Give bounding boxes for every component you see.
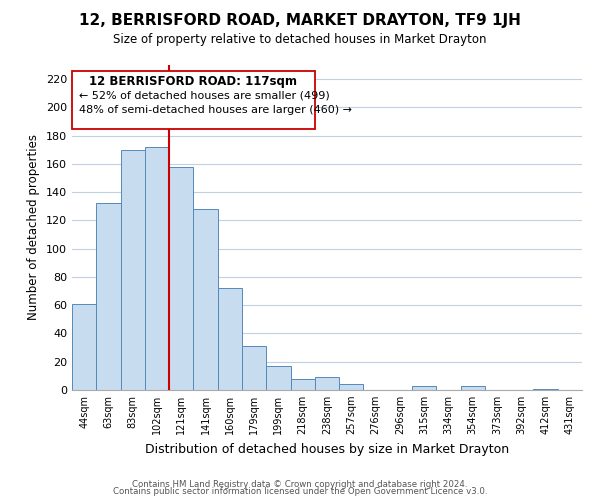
Y-axis label: Number of detached properties: Number of detached properties [28,134,40,320]
X-axis label: Distribution of detached houses by size in Market Drayton: Distribution of detached houses by size … [145,442,509,456]
Bar [218,288,242,390]
Bar [72,304,96,390]
Bar [533,388,558,390]
Text: 12, BERRISFORD ROAD, MARKET DRAYTON, TF9 1JH: 12, BERRISFORD ROAD, MARKET DRAYTON, TF9… [79,12,521,28]
Text: Contains public sector information licensed under the Open Government Licence v3: Contains public sector information licen… [113,487,487,496]
Bar [96,204,121,390]
Text: Contains HM Land Registry data © Crown copyright and database right 2024.: Contains HM Land Registry data © Crown c… [132,480,468,489]
Bar [461,386,485,390]
Bar [121,150,145,390]
Text: Size of property relative to detached houses in Market Drayton: Size of property relative to detached ho… [113,32,487,46]
Text: 12 BERRISFORD ROAD: 117sqm: 12 BERRISFORD ROAD: 117sqm [89,75,298,88]
Bar [193,209,218,390]
Bar [290,378,315,390]
Text: 48% of semi-detached houses are larger (460) →: 48% of semi-detached houses are larger (… [79,104,352,115]
Bar [145,147,169,390]
Bar [412,386,436,390]
Bar [315,378,339,390]
Bar [339,384,364,390]
Text: ← 52% of detached houses are smaller (499): ← 52% of detached houses are smaller (49… [79,90,330,101]
Bar [266,366,290,390]
Bar [242,346,266,390]
Bar [169,166,193,390]
Bar [72,70,315,128]
